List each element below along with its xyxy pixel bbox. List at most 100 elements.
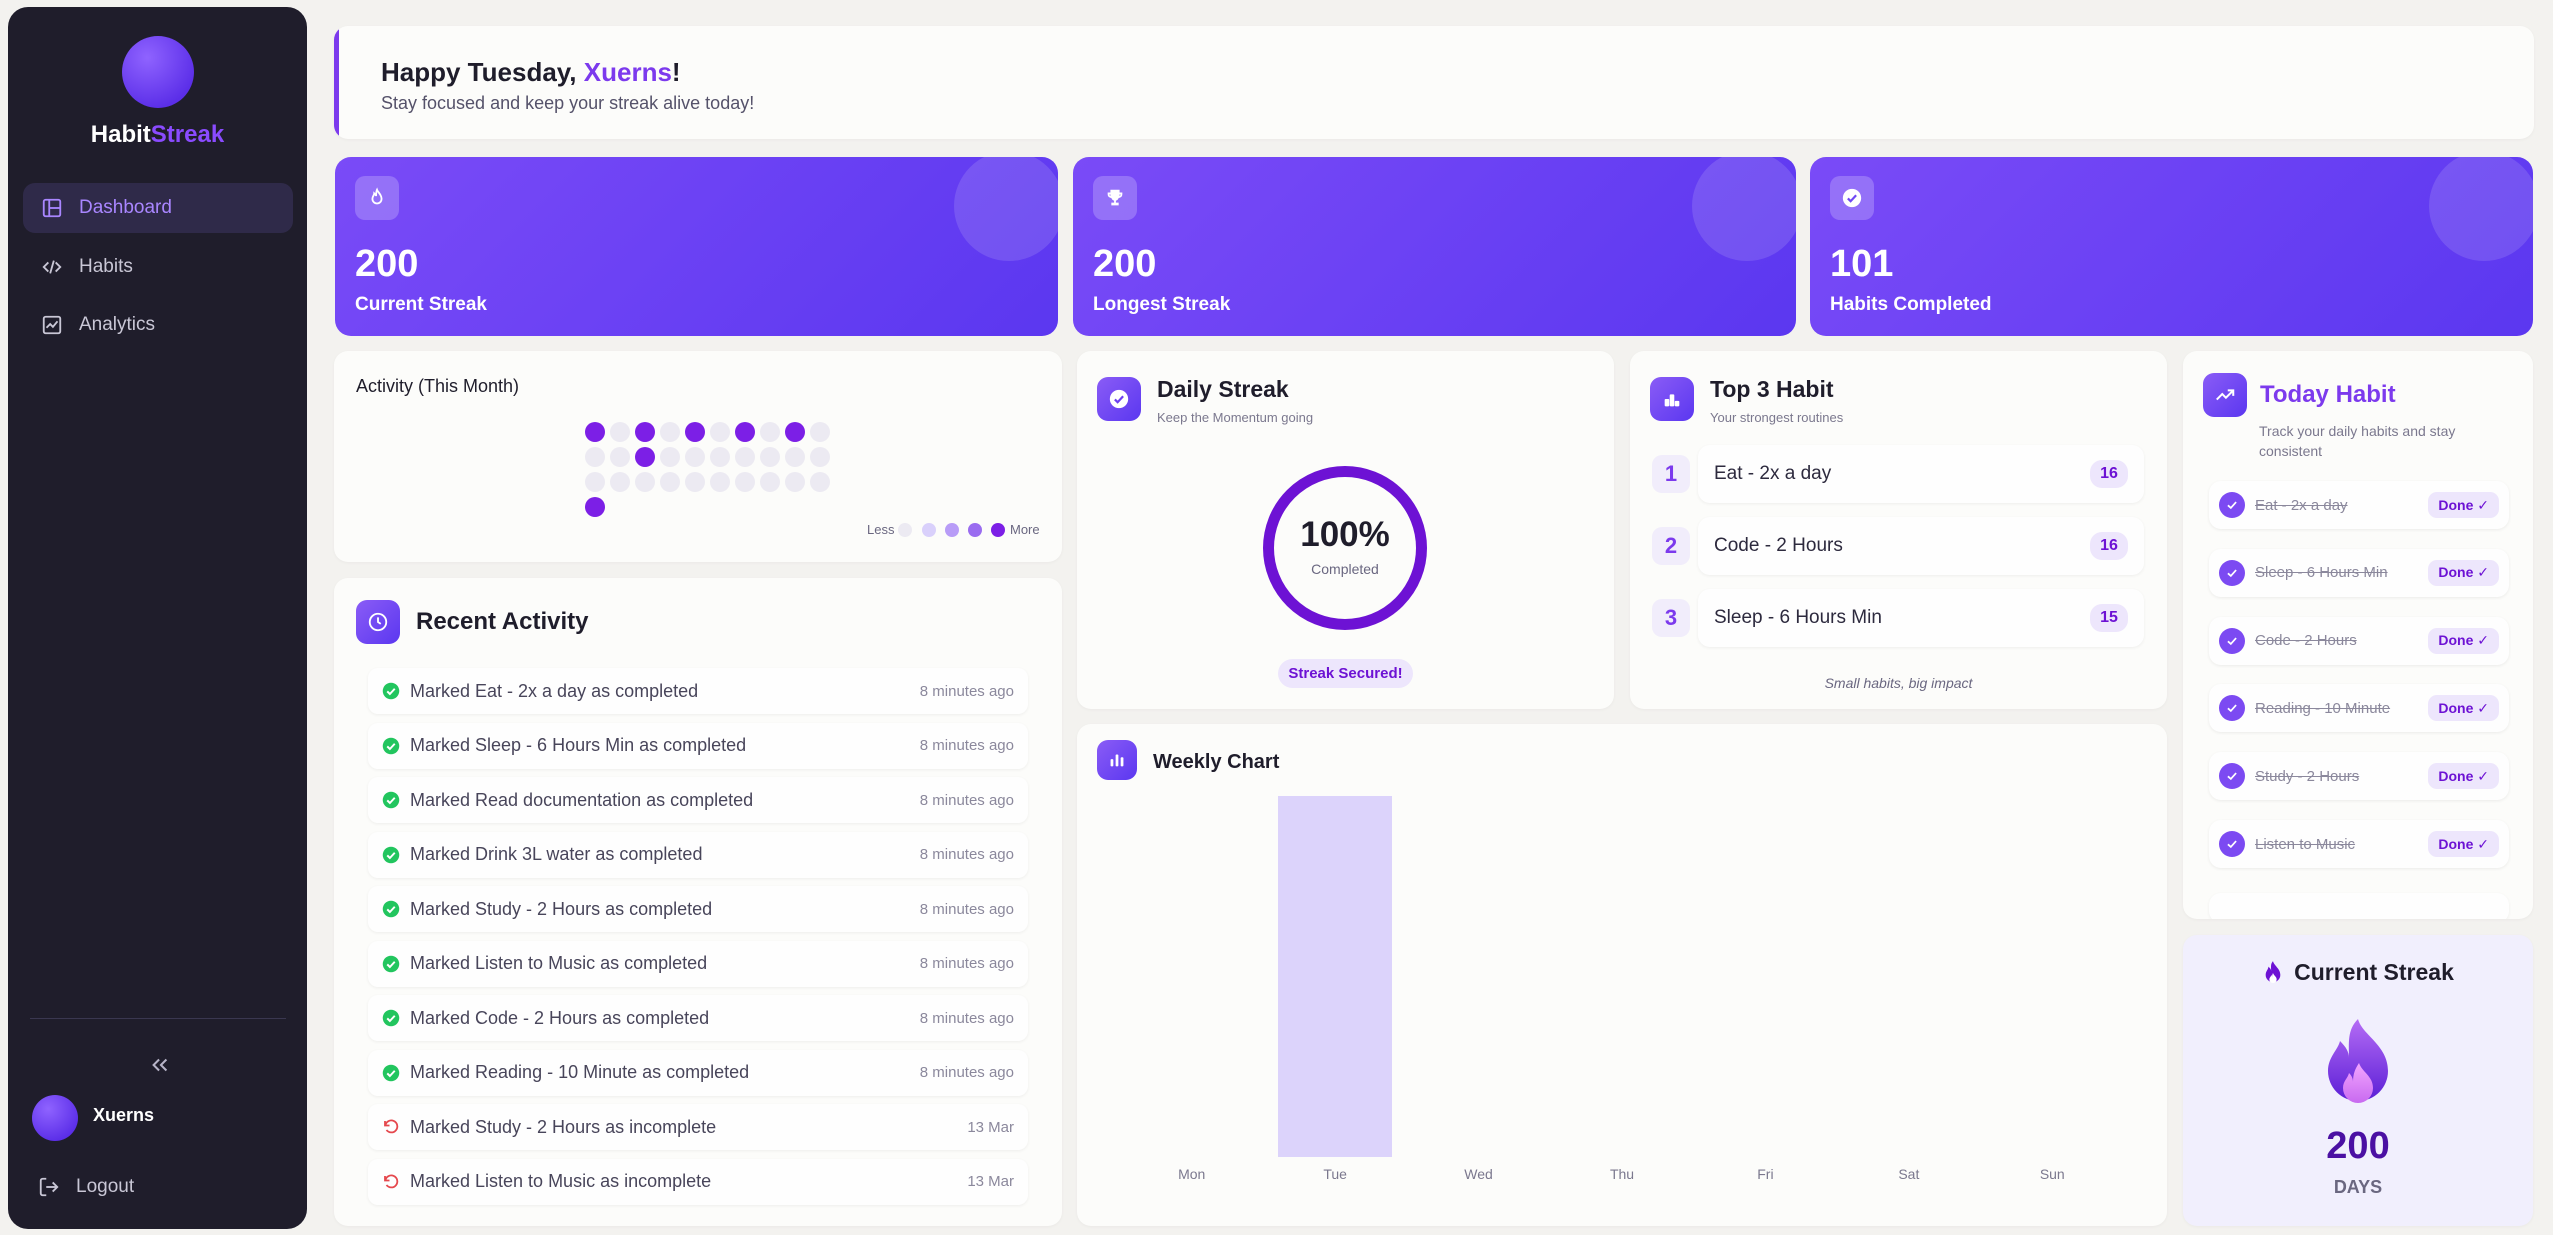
flame-icon <box>2265 960 2281 983</box>
logout-icon <box>39 1177 59 1197</box>
done-badge[interactable]: Done ✓ <box>2428 695 2499 722</box>
top3-footer: Small habits, big impact <box>1824 675 1973 691</box>
activity-day-dot <box>635 447 655 467</box>
checkbox-checked-icon[interactable] <box>2219 492 2245 518</box>
top-habit-item[interactable]: Sleep - 6 Hours Min 15 <box>1698 589 2144 647</box>
done-badge[interactable]: Done ✓ <box>2428 627 2499 654</box>
collapse-sidebar-button[interactable] <box>148 1053 172 1077</box>
today-habit-card: Today Habit Track your daily habits and … <box>2183 351 2533 919</box>
sidebar-item-label: Habits <box>79 256 133 277</box>
top-habit-item[interactable]: Code - 2 Hours 16 <box>1698 517 2144 575</box>
check-circle-icon <box>382 791 400 809</box>
stat-value: 101 <box>1830 243 1894 285</box>
stat-label: Current Streak <box>355 294 487 315</box>
stat-value: 200 <box>1093 243 1157 285</box>
activity-day-dot <box>710 447 730 467</box>
today-habit-item[interactable]: Listen to Music Done ✓ <box>2209 820 2509 868</box>
activity-day-dot <box>785 472 805 492</box>
sidebar-item-label: Dashboard <box>79 197 172 218</box>
sidebar-divider <box>30 1018 286 1019</box>
sidebar-item-analytics[interactable]: Analytics <box>23 300 293 350</box>
done-badge[interactable]: Done ✓ <box>2428 492 2499 518</box>
chart-icon <box>41 314 63 336</box>
checkbox-checked-icon[interactable] <box>2219 627 2245 654</box>
avatar[interactable] <box>32 1095 78 1141</box>
activity-day-dot <box>810 447 830 467</box>
today-habit-item[interactable]: Study - 2 Hours Done ✓ <box>2209 752 2509 801</box>
activity-text: Marked Reading - 10 Minute as completed <box>410 1062 750 1082</box>
sidebar-item-dashboard[interactable]: Dashboard <box>23 183 293 233</box>
undo-icon <box>384 1119 399 1134</box>
current-streak-heading: Current Streak <box>2183 959 2533 986</box>
checkbox-checked-icon[interactable] <box>2219 831 2245 857</box>
x-tick-label: Fri <box>1757 1166 1774 1182</box>
activity-row: Marked Eat - 2x a day as completed 8 minu… <box>368 668 1028 714</box>
stat-label: Habits Completed <box>1830 294 1992 315</box>
check-circle-icon <box>382 1009 400 1027</box>
trending-up-icon <box>2203 373 2247 417</box>
today-habit-name: Reading - 10 Minute <box>2255 699 2391 717</box>
legend-swatch <box>968 523 982 537</box>
activity-day-dot <box>660 447 680 467</box>
x-tick-label: Mon <box>1178 1166 1206 1182</box>
activity-text: Marked Listen to Music as incomplete <box>410 1171 712 1191</box>
greeting-accent-bar <box>334 26 339 139</box>
activity-text: Marked Drink 3L water as completed <box>410 844 703 864</box>
today-habit-more-item[interactable] <box>2209 893 2509 919</box>
today-habit-item[interactable]: Sleep - 6 Hours Min Done ✓ <box>2209 548 2509 597</box>
logout-label: Logout <box>76 1176 135 1197</box>
activity-text: Marked Code - 2 Hours as completed <box>410 1007 710 1028</box>
activity-day-dot <box>760 422 780 442</box>
today-habit-item[interactable]: Reading - 10 Minute Done ✓ <box>2209 684 2509 733</box>
activity-day-dot <box>785 447 805 467</box>
x-tick-label: Tue <box>1323 1166 1347 1182</box>
activity-day-dot <box>610 472 630 492</box>
today-habit-name: Sleep - 6 Hours Min <box>2255 564 2388 582</box>
chevrons-left-icon <box>152 1058 168 1072</box>
check-circle-icon <box>382 737 400 754</box>
checkbox-checked-icon[interactable] <box>2219 763 2245 790</box>
done-badge[interactable]: Done ✓ <box>2428 763 2499 790</box>
activity-card: Activity (This Month) Less More <box>334 351 1062 562</box>
activity-day-dot <box>660 422 680 442</box>
decorative-circle <box>1692 157 1796 261</box>
user-name: Xuerns <box>93 1105 155 1125</box>
activity-time: 8 minutes ago <box>919 791 1014 809</box>
check-circle-icon <box>382 682 400 700</box>
done-badge[interactable]: Done ✓ <box>2428 559 2499 586</box>
activity-day-dot <box>760 472 780 492</box>
sidebar-item-habits[interactable]: Habits <box>23 242 293 292</box>
activity-row: Marked Drink 3L water as completed 8 minu… <box>368 831 1028 878</box>
top-habit-item[interactable]: Eat - 2x a day 16 <box>1698 445 2144 503</box>
activity-day-dot <box>610 447 630 467</box>
done-badge[interactable]: Done ✓ <box>2428 831 2499 857</box>
activity-time: 8 minutes ago <box>919 1009 1014 1027</box>
layout-icon <box>41 197 63 219</box>
stat-card-current-streak: 200 Current Streak <box>335 157 1058 336</box>
activity-day-dot <box>735 422 755 442</box>
activity-row: Marked Study - 2 Hours as incomplete 13 M… <box>368 1104 1028 1150</box>
activity-row: Marked Listen to Music as incomplete 13 M… <box>368 1158 1028 1205</box>
bar-chart-icon <box>1097 740 1137 780</box>
rank-number: 2 <box>1652 527 1690 565</box>
activity-day-dot <box>810 422 830 442</box>
activity-day-dot <box>685 447 705 467</box>
checkbox-checked-icon[interactable] <box>2219 695 2245 722</box>
activity-day-dot <box>660 472 680 492</box>
today-habit-item[interactable]: Code - 2 Hours Done ✓ <box>2209 616 2509 665</box>
large-flame-icon <box>2328 1019 2388 1103</box>
top3-subtitle: Your strongest routines <box>1710 410 1844 425</box>
activity-day-dot <box>635 422 655 442</box>
x-tick-label: Thu <box>1609 1166 1635 1182</box>
top-habit-name: Eat - 2x a day <box>1714 463 1832 484</box>
today-habit-item[interactable]: Eat - 2x a day Done ✓ <box>2209 481 2509 529</box>
logout-button[interactable]: Logout <box>38 1176 134 1198</box>
x-tick-label: Sun <box>2039 1166 2065 1182</box>
checkbox-checked-icon[interactable] <box>2219 559 2245 586</box>
today-habit-name: Code - 2 Hours <box>2255 632 2357 650</box>
activity-row: Marked Reading - 10 Minute as completed 8… <box>368 1049 1028 1096</box>
top-habit-count: 16 <box>2090 532 2128 560</box>
activity-text: Marked Sleep - 6 Hours Min as completed <box>410 735 747 755</box>
sidebar: HabitStreak Dashboard Habits Analytics X… <box>8 7 307 1229</box>
podium-icon <box>1650 377 1694 421</box>
